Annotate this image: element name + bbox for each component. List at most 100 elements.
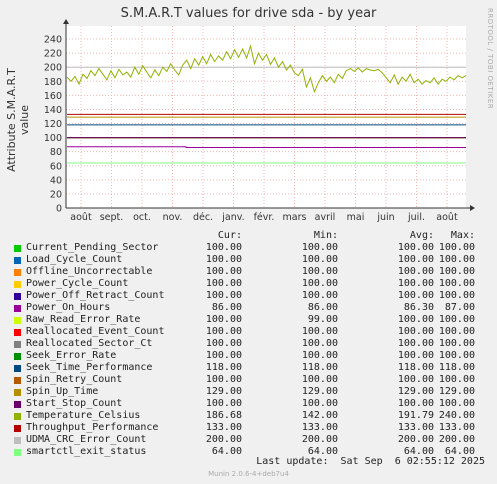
x-tick-label: août xyxy=(70,212,92,223)
legend-avg: 100.00 xyxy=(397,398,434,409)
legend-header-min: Min: xyxy=(313,230,338,241)
legend-swatch xyxy=(14,377,21,384)
legend-swatch xyxy=(14,449,21,456)
y-tick-label: 100 xyxy=(44,133,62,144)
legend-max: 133.00 xyxy=(438,422,475,433)
legend-cur: 100.00 xyxy=(205,398,242,409)
legend-avg: 100.00 xyxy=(397,350,434,361)
legend-swatch xyxy=(14,365,21,372)
legend-min: 100.00 xyxy=(301,350,338,361)
legend-swatch xyxy=(14,341,21,348)
x-axis-arrow xyxy=(470,205,475,211)
legend-row: Load_Cycle_Count 100.00 100.00 100.00 100.00 xyxy=(14,254,484,266)
y-axis-arrow xyxy=(63,19,69,24)
series-line-Temperature_Celsius xyxy=(66,44,467,94)
legend-name: Load_Cycle_Count xyxy=(26,254,123,265)
legend-cur: 100.00 xyxy=(205,374,242,385)
legend-row: Offline_Uncorrectable 100.00 100.00 100.00 1… xyxy=(14,266,484,278)
legend-header-max: Max: xyxy=(450,230,475,241)
legend-row: UDMA_CRC_Error_Count 200.00 200.00 200.00 20… xyxy=(14,434,484,446)
legend-name: UDMA_CRC_Error_Count xyxy=(26,434,147,445)
legend-row: Temperature_Celsius 186.68 142.00 191.79 240… xyxy=(14,410,484,422)
legend-cur: 100.00 xyxy=(205,350,242,361)
x-tick-label: mai xyxy=(347,212,365,223)
legend-min: 100.00 xyxy=(301,326,338,337)
legend-name: Seek_Time_Performance xyxy=(26,362,153,373)
legend-swatch xyxy=(14,305,21,312)
legend-max: 100.00 xyxy=(438,338,475,349)
x-tick-label: janv. xyxy=(221,212,244,223)
y-tick-label: 160 xyxy=(44,91,62,102)
legend-name: Seek_Error_Rate xyxy=(26,350,117,361)
legend-max: 100.00 xyxy=(438,314,475,325)
legend-header-cur: Cur: xyxy=(217,230,242,241)
legend-min: 86.00 xyxy=(307,302,338,313)
y-tick-label: 40 xyxy=(50,175,62,186)
x-tick-label: août xyxy=(436,212,458,223)
legend-cur: 100.00 xyxy=(205,266,242,277)
y-tick-label: 0 xyxy=(56,204,62,215)
legend-min: 64.00 xyxy=(307,446,338,457)
legend-swatch xyxy=(14,257,21,264)
legend-min: 100.00 xyxy=(301,398,338,409)
legend-max: 100.00 xyxy=(438,242,475,253)
legend-min: 100.00 xyxy=(301,242,338,253)
legend-avg: 200.00 xyxy=(397,434,434,445)
legend-row: Throughput_Performance 133.00 133.00 133.00… xyxy=(14,422,484,434)
legend-max: 129.00 xyxy=(438,386,475,397)
legend-avg: 100.00 xyxy=(397,290,434,301)
y-tick-label: 60 xyxy=(50,161,62,172)
legend-cur: 100.00 xyxy=(205,314,242,325)
legend-min: 142.00 xyxy=(301,410,338,421)
legend-max: 100.00 xyxy=(438,278,475,289)
legend: Cur: Min: Avg: Max: Current_Pending_Sect… xyxy=(14,230,484,458)
legend-row: Spin_Up_Time 129.00 129.00 129.00 129.00 xyxy=(14,386,484,398)
legend-name: Start_Stop_Count xyxy=(26,398,123,409)
legend-avg: 118.00 xyxy=(397,362,434,373)
legend-swatch xyxy=(14,401,21,408)
legend-avg: 133.00 xyxy=(397,422,434,433)
legend-name: Reallocated_Event_Count xyxy=(26,326,165,337)
legend-cur: 133.00 xyxy=(205,422,242,433)
legend-max: 100.00 xyxy=(438,254,475,265)
legend-max: 100.00 xyxy=(438,266,475,277)
legend-avg: 100.00 xyxy=(397,314,434,325)
legend-name: Temperature_Celsius xyxy=(26,410,141,421)
legend-name: Throughput_Performance xyxy=(26,422,159,433)
legend-name: Power_Off_Retract_Count xyxy=(26,290,165,301)
legend-cur: 64.00 xyxy=(211,446,242,457)
x-tick-label: sept. xyxy=(100,212,124,223)
y-tick-label: 180 xyxy=(44,77,62,88)
legend-cur: 100.00 xyxy=(205,326,242,337)
legend-cur: 100.00 xyxy=(205,254,242,265)
legend-max: 118.00 xyxy=(438,362,475,373)
legend-name: Power_On_Hours xyxy=(26,302,111,313)
legend-avg: 129.00 xyxy=(397,386,434,397)
legend-row: smartctl_exit_status 64.00 64.00 64.00 64.00 xyxy=(14,446,484,458)
legend-swatch xyxy=(14,281,21,288)
legend-avg: 100.00 xyxy=(397,338,434,349)
legend-avg: 100.00 xyxy=(397,374,434,385)
legend-min: 129.00 xyxy=(301,386,338,397)
legend-max: 100.00 xyxy=(438,398,475,409)
legend-cur: 100.00 xyxy=(205,242,242,253)
munin-version: Munin 2.0.6-4+deb7u4 xyxy=(208,470,289,478)
legend-name: Offline_Uncorrectable xyxy=(26,266,153,277)
legend-name: Spin_Retry_Count xyxy=(26,374,123,385)
x-tick-label: nov. xyxy=(163,212,183,223)
legend-cur: 86.00 xyxy=(211,302,242,313)
legend-min: 100.00 xyxy=(301,290,338,301)
legend-row: Power_On_Hours 86.00 86.00 86.30 87.00 xyxy=(14,302,484,314)
legend-swatch xyxy=(14,329,21,336)
x-tick-label: juin xyxy=(376,212,394,223)
legend-swatch xyxy=(14,413,21,420)
legend-row: Spin_Retry_Count 100.00 100.00 100.00 100.00 xyxy=(14,374,484,386)
legend-swatch xyxy=(14,389,21,396)
legend-name: Current_Pending_Sector xyxy=(26,242,159,253)
y-tick-label: 140 xyxy=(44,105,62,116)
legend-name: smartctl_exit_status xyxy=(26,446,147,457)
rrdtool-credit: RRDTOOL / TOBI OETIKER xyxy=(486,8,494,110)
legend-max: 64.00 xyxy=(444,446,475,457)
legend-name: Power_Cycle_Count xyxy=(26,278,129,289)
series-line-Power_On_Hours xyxy=(67,146,466,148)
